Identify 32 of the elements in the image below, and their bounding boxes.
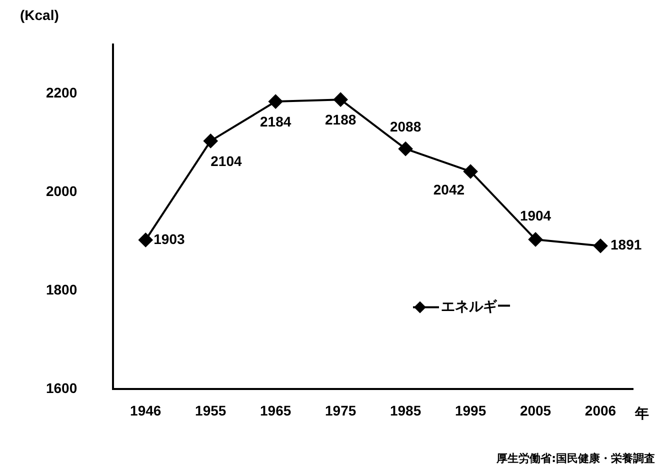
- y-tick-label: 2000: [46, 183, 78, 200]
- point: [528, 232, 543, 246]
- y-tick-label: 1800: [46, 282, 78, 298]
- data-label: 1903: [154, 230, 185, 247]
- data-label: 2104: [210, 152, 242, 169]
- y-tick-label: 2200: [46, 84, 78, 101]
- x-tick-label: 1955: [195, 402, 226, 418]
- data-label: 2042: [433, 181, 465, 198]
- x-tick-label: 2005: [520, 402, 552, 418]
- data-label: 1904: [520, 207, 552, 224]
- x-tick-label: 1985: [390, 402, 422, 418]
- point: [138, 232, 153, 247]
- y-axis-title: (Kcal): [20, 6, 59, 23]
- point: [268, 94, 283, 109]
- x-tick-label: 1995: [454, 402, 486, 418]
- point: [334, 92, 348, 107]
- x-tick-label: 1946: [130, 402, 162, 418]
- legend-label: エネルギー: [441, 298, 511, 314]
- x-axis-title: 年: [634, 405, 649, 422]
- x-tick-label: 2006: [584, 402, 616, 418]
- y-tick-label: 1600: [46, 380, 78, 396]
- x-tick-label: 1965: [260, 402, 292, 418]
- point: [204, 134, 218, 148]
- data-label: 2184: [260, 113, 292, 130]
- point: [464, 164, 478, 178]
- data-label: 2088: [390, 118, 422, 135]
- data-label: 2188: [325, 111, 356, 128]
- text: 厚生労働省:国民健康・栄養調査: [496, 452, 655, 465]
- point: [398, 142, 413, 156]
- point: [594, 238, 608, 253]
- x-tick-label: 1975: [325, 402, 356, 418]
- data-label: 1891: [610, 236, 642, 253]
